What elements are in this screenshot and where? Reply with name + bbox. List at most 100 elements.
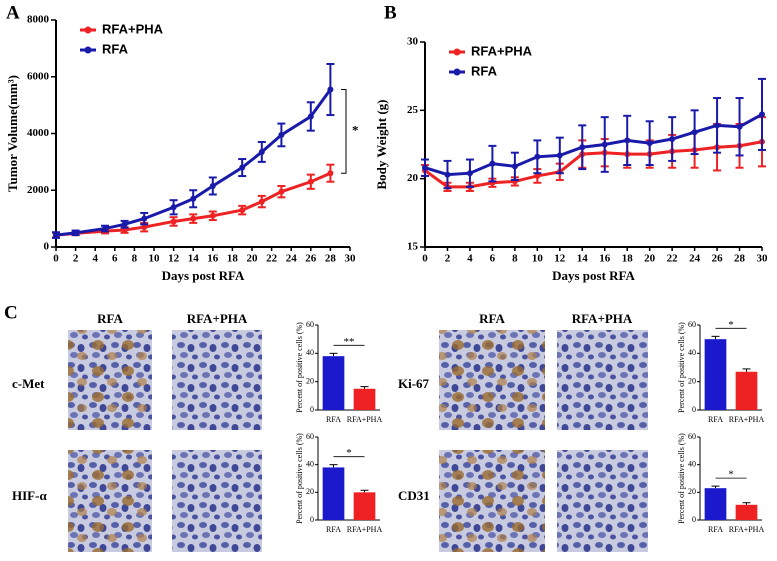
y-axis-title: Body Weight (g) [374,99,389,189]
point [170,204,177,211]
point [209,182,216,189]
x-tick-label: 20 [644,253,656,265]
point [736,123,743,130]
y-tick-label: 40 [688,348,696,357]
bar [704,339,727,410]
y-tick-label: 20 [688,487,696,496]
micrograph-stain [439,330,545,430]
point [72,229,79,236]
micrograph [557,450,648,552]
point [307,113,314,120]
point [714,122,721,129]
x-tick-label: 20 [247,253,259,265]
x-tick-label: RFA [708,525,723,534]
legend-label: RFA+PHA [471,43,533,58]
point [759,111,765,118]
point [190,215,197,222]
micrograph [557,330,648,430]
point [102,225,108,232]
x-tick-label: 4 [92,253,98,265]
y-axis-title: Percent of positive cells (%) [677,433,686,524]
significance: * [728,469,734,481]
y-tick-label: 20 [306,376,314,385]
y-tick-label: 0 [692,515,696,524]
x-tick-label: 12 [168,253,180,265]
x-tick-label: 24 [286,253,298,265]
point [556,152,563,159]
significance: * [728,319,734,331]
point [141,215,148,222]
point [466,170,473,177]
micrograph-stain [68,330,152,430]
micrograph-stain [439,450,545,552]
point [170,218,177,225]
bar [735,371,758,410]
x-tick-label: 2 [445,253,451,265]
point [534,153,541,160]
bar [322,356,345,410]
point [579,144,586,151]
point [278,188,285,195]
series-line [55,88,332,237]
point [307,178,314,185]
x-tick-label: RFA+PHA [729,415,765,424]
x-tick-label: 8 [512,253,518,265]
significance: ** [344,336,355,348]
x-tick-label: 10 [149,253,161,265]
x-axis-title: Days post RFA [552,268,635,283]
row-label: c-Met [12,376,45,391]
y-tick-label: 20 [306,487,314,496]
x-tick-label: 22 [667,253,679,265]
x-tick-label: 10 [532,253,544,265]
x-tick-label: 14 [188,253,200,265]
point [646,140,653,147]
point [190,195,197,202]
point [121,221,128,228]
x-tick-label: 4 [467,253,473,265]
bar [735,504,758,520]
y-tick-label: 40 [688,459,696,468]
row-label: HIF-α [12,488,47,503]
micrograph [172,330,262,430]
y-tick-label: 40 [306,459,314,468]
y-axis-title: Percent of positive cells (%) [677,322,686,413]
point [624,137,631,144]
y-tick-label: 4000 [27,127,50,139]
legend-label: RFA [102,41,129,56]
x-axis-title: Days post RFA [162,268,245,283]
panel-label: C [4,302,18,323]
column-header: RFA+PHA [187,311,248,326]
y-axis-title: Percent of positive cells (%) [295,433,304,524]
x-tick-label: 8 [132,253,138,265]
point [511,163,518,170]
x-tick-label: 14 [577,253,589,265]
point [258,198,265,205]
point [691,129,698,136]
series-line [424,140,763,189]
point [239,207,246,214]
bar [322,467,345,520]
legend-marker [84,26,92,34]
x-tick-label: 0 [53,253,59,265]
significance: * [352,122,359,137]
y-tick-label: 6000 [27,70,50,82]
significance: * [346,447,352,459]
x-tick-label: RFA+PHA [347,415,383,424]
significance-bracket [341,89,347,174]
y-tick-label: 40 [306,348,314,357]
point [444,171,451,178]
x-tick-label: RFA [326,415,341,424]
y-tick-label: 0 [310,515,314,524]
x-tick-label: 26 [305,253,317,265]
y-axis-title: Tumor Volume(mm³) [5,75,20,192]
y-tick-label: 15 [407,241,419,253]
column-header: RFA [479,311,505,326]
x-tick-label: 12 [554,253,566,265]
point [53,232,59,239]
panel-label: A [6,2,20,23]
bar [353,388,376,410]
y-tick-label: 2000 [27,184,50,196]
x-tick-label: 2 [73,253,79,265]
legend-marker [453,68,461,76]
